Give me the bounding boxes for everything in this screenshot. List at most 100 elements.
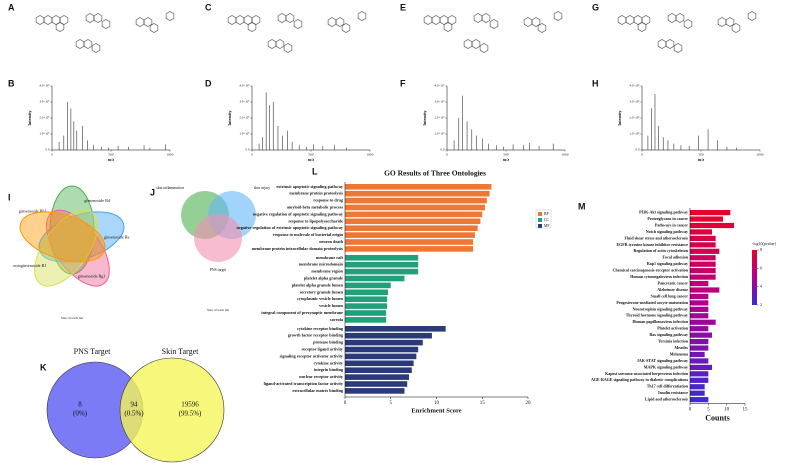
bar: [690, 268, 716, 274]
panel-label: K: [40, 362, 47, 372]
bar: [345, 246, 474, 252]
venn-set-label: PNS Target: [74, 347, 111, 356]
x-axis-label: m/z: [308, 157, 314, 162]
molecule-ring: [293, 19, 303, 29]
panel-label: I: [8, 192, 11, 202]
molecule-ring: [335, 17, 345, 27]
bar: [345, 346, 419, 353]
bar: [345, 204, 485, 211]
molecule-ring: [235, 15, 245, 25]
molecule-ring: [357, 11, 367, 21]
molecule-ring: [523, 17, 533, 27]
y-tick-label: 4.0×10⁶: [434, 84, 444, 88]
category-label: Kaposi sarcoma-associated herpesvirus in…: [605, 371, 689, 376]
y-tick-label: 0.0: [636, 148, 640, 152]
molecule-ring: [83, 39, 93, 49]
subtitle: Size of each list: [61, 316, 83, 320]
x-tick-label: 500: [308, 152, 314, 156]
bar: [345, 190, 490, 197]
category-label: cytoplasmic vesicle lumen: [297, 296, 344, 301]
category-label: Neurotrophin signaling pathway: [633, 306, 688, 311]
bar: [690, 390, 705, 396]
panel-label: L: [312, 166, 318, 176]
venn-set: [194, 214, 242, 262]
bar: [345, 184, 492, 190]
bar: [690, 255, 716, 261]
colorbar-tick-label: 6: [760, 265, 762, 270]
category-label: Chemical carcinogenesis-receptor activat…: [613, 268, 689, 273]
x-tick-label: 10: [434, 401, 440, 406]
molecule-ring: [673, 43, 683, 53]
bar: [690, 384, 705, 390]
category-label: protease binding: [313, 340, 344, 345]
category-label: Regulation of actin cytoskeleton: [633, 248, 688, 253]
bar: [690, 229, 712, 235]
venn-set-label: PNS target: [210, 268, 227, 272]
bar: [345, 255, 419, 261]
bar: [690, 377, 709, 383]
panel-label: H: [592, 78, 599, 88]
molecule-ring: [481, 13, 491, 23]
legend-swatch: [538, 218, 542, 222]
category-label: ligand-activated transcription factor ac…: [264, 381, 344, 386]
bar: [345, 289, 389, 296]
x-axis-label: Enrichment Score: [411, 407, 461, 414]
panel-label: B: [8, 78, 15, 88]
category-label: cytokine activity: [314, 360, 344, 365]
x-tick-label: 0: [51, 152, 53, 156]
category-label: Notch signaling pathway: [646, 229, 688, 234]
colorbar-tick-label: 8: [760, 247, 762, 252]
category-label: signaling receptor activator activity: [280, 353, 344, 358]
bar: [345, 211, 483, 218]
venn-set-label: Skin Target: [162, 347, 199, 356]
category-label: extracellular matrix binding: [292, 388, 344, 393]
category-label: PI3K-Akt signaling pathway: [639, 210, 688, 215]
molecule-ring: [423, 15, 433, 25]
molecule-ring: [641, 15, 651, 25]
molecule-ring: [283, 43, 293, 53]
y-tick-label: 1.0×10⁶: [239, 132, 249, 136]
category-label: Focal adhesion: [663, 255, 689, 260]
molecule-ring: [717, 17, 727, 27]
molecule-ring: [683, 19, 693, 29]
molecule-ring: [251, 15, 261, 25]
region-percent: (99.5%): [179, 410, 202, 418]
molecule-ring: [443, 22, 453, 32]
x-tick-label: 15: [480, 401, 486, 406]
x-tick-label: 5: [390, 401, 393, 406]
x-axis-label: m/z: [698, 157, 704, 162]
molecule-ring: [479, 43, 489, 53]
bar: [345, 303, 388, 309]
molecule-ring: [731, 23, 741, 33]
molecule-ring: [101, 19, 111, 29]
x-tick-label: 1000: [757, 152, 764, 156]
x-tick-label: 0: [344, 401, 347, 406]
bar: [345, 367, 412, 373]
colorbar-label: -log10(pvalue): [752, 241, 776, 246]
x-tick-label: 20: [526, 401, 532, 406]
region-percent: (0.5%): [124, 410, 144, 418]
bar: [690, 248, 720, 254]
bar: [690, 280, 709, 287]
bar: [690, 300, 709, 306]
category-label: membrane region: [311, 269, 343, 274]
venn-set-label: ginsenoside Rb1: [19, 208, 47, 213]
category-label: Insulin resistance: [658, 390, 688, 395]
category-label: vesicle lumen: [319, 303, 344, 308]
molecule-ring: [537, 23, 547, 33]
colorbar: [752, 250, 757, 305]
bar: [690, 351, 705, 358]
bar: [345, 275, 405, 282]
y-tick-label: 0.0: [46, 148, 50, 152]
bar: [345, 296, 388, 302]
molecule-ring: [341, 23, 351, 33]
venn-set-label: ginsenoside Rg1: [78, 273, 106, 278]
category-label: response to molecule of bacterial origin: [273, 232, 344, 237]
bar: [690, 242, 716, 248]
venn-set-label: skin inflammation: [156, 186, 184, 190]
legend-label: BP: [544, 212, 549, 216]
y-axis-label: Intensity: [227, 110, 232, 125]
y-tick-label: 3.0×10⁶: [629, 100, 639, 104]
bar: [345, 353, 417, 360]
molecule-ring: [59, 15, 69, 25]
